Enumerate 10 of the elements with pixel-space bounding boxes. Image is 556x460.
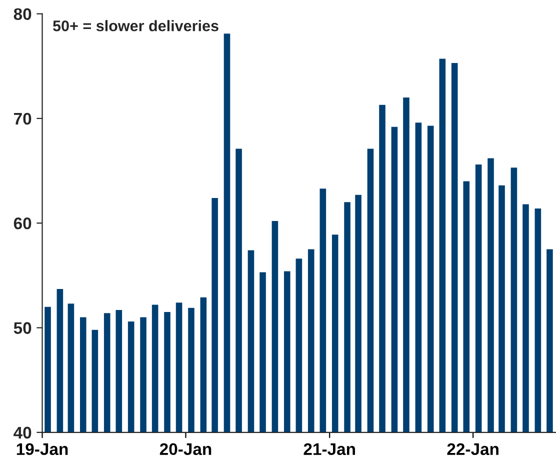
y-tick-label: 80 bbox=[14, 8, 32, 20]
annotation: 50+ = slower deliveries bbox=[53, 20, 218, 32]
x-tick-label: 22-Jan bbox=[447, 443, 498, 456]
x-tick-label: 21-Jan bbox=[304, 443, 355, 456]
x-tick-label: 20-Jan bbox=[160, 443, 212, 456]
y-tick-label: 60 bbox=[14, 218, 32, 230]
y-tick-label: 50 bbox=[14, 322, 32, 334]
y-tick-label: 40 bbox=[14, 426, 32, 439]
y-tick-label: 70 bbox=[14, 112, 32, 125]
x-tick-label: 19-Jan bbox=[16, 443, 68, 456]
